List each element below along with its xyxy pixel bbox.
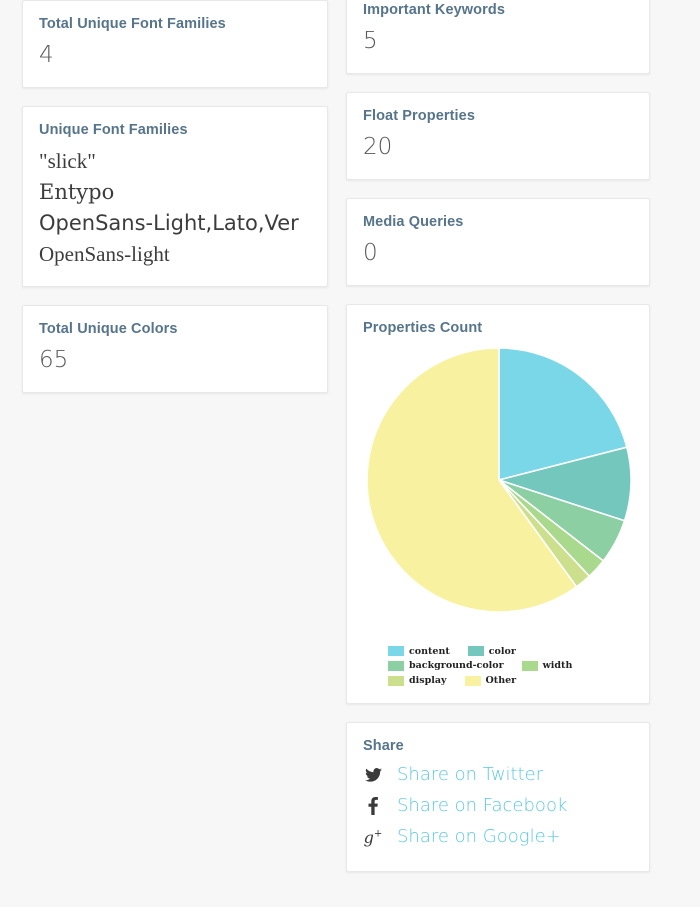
legend-label: width <box>542 660 573 672</box>
legend-swatch <box>467 646 484 657</box>
legend-label: display <box>409 675 447 687</box>
card-total-unique-colors: Total Unique Colors 65 <box>22 305 328 393</box>
legend-swatch <box>388 676 404 687</box>
card-total-unique-font-families: Total Unique Font Families 4 <box>22 0 328 88</box>
share-link-label: Share on Twitter <box>397 763 544 785</box>
card-value: 65 <box>39 346 69 373</box>
pie-slice <box>498 346 628 481</box>
card-title: Total Unique Font Families <box>39 16 226 32</box>
legend-swatch <box>388 661 404 672</box>
card-title: Unique Font Families <box>39 121 188 138</box>
card-title: Float Properties <box>363 107 475 124</box>
list-item: Share on Twitter <box>363 762 633 788</box>
legend-item-content: content <box>388 646 450 658</box>
legend-label: color <box>488 645 516 657</box>
card-value: 20 <box>363 133 393 160</box>
card-unique-font-families: Unique Font Families "slick" Entypo Open… <box>22 105 328 288</box>
font-family-item: OpenSans-light <box>39 241 170 266</box>
legend-item-width: width <box>521 660 573 672</box>
legend-swatch <box>464 676 481 687</box>
card-float-properties: Float Properties 20 <box>346 91 650 180</box>
legend-label: Other <box>485 675 517 687</box>
share-link-list: Share on Twitter Share on Facebook <box>363 762 633 850</box>
font-family-list: "slick" Entypo OpenSans-Light,Lato,Ver O… <box>39 146 311 270</box>
pie-chart-svg <box>366 346 632 613</box>
card-media-queries: Media Queries 0 <box>346 197 650 286</box>
card-title: Share <box>363 738 404 755</box>
facebook-icon <box>363 797 383 816</box>
legend-row: content color <box>388 646 608 658</box>
list-item: Share on Facebook <box>363 793 633 819</box>
legend-label: content <box>409 645 450 657</box>
share-link-label: Share on Facebook <box>397 795 568 817</box>
card-title: Important Keywords <box>363 2 505 18</box>
card-properties-count: Properties Count content color <box>346 303 650 705</box>
card-title: Total Unique Colors <box>39 321 178 338</box>
legend-row: background-color width <box>388 660 608 672</box>
font-family-item: OpenSans-Light,Lato,Ver <box>39 210 299 235</box>
pie-chart <box>363 344 633 644</box>
legend-item-background-color: background-color <box>388 660 504 672</box>
legend-swatch <box>388 646 404 657</box>
right-column: Important Keywords 5 Float Properties 20… <box>346 0 650 890</box>
twitter-icon <box>363 768 383 782</box>
pie-chart-legend: content color background-color width <box>388 646 608 688</box>
card-title: Media Queries <box>363 213 464 230</box>
card-value: 5 <box>363 27 378 54</box>
card-important-keywords: Important Keywords 5 <box>346 0 650 74</box>
left-column: Total Unique Font Families 4 Unique Font… <box>22 0 328 411</box>
pie-slice <box>366 346 578 613</box>
card-value: 4 <box>39 41 54 68</box>
share-on-twitter-link[interactable]: Share on Twitter <box>363 762 633 788</box>
legend-item-other: Other <box>464 675 517 687</box>
list-item: g+ Share on Google+ <box>363 824 633 850</box>
legend-label: background-color <box>409 660 504 672</box>
share-link-label: Share on Google+ <box>397 826 561 848</box>
legend-item-display: display <box>388 675 447 687</box>
font-family-item: "slick" <box>39 148 96 173</box>
googleplus-icon: g+ <box>363 827 383 847</box>
card-value: 0 <box>363 239 378 266</box>
font-family-item: Entypo <box>39 179 115 204</box>
legend-swatch <box>521 661 538 672</box>
legend-item-color: color <box>467 645 516 658</box>
share-on-googleplus-link[interactable]: g+ Share on Google+ <box>363 824 633 850</box>
share-on-facebook-link[interactable]: Share on Facebook <box>363 793 633 819</box>
card-title: Properties Count <box>363 319 483 336</box>
legend-row: display Other <box>388 675 608 687</box>
card-share: Share Share on Twitter <box>346 722 650 873</box>
